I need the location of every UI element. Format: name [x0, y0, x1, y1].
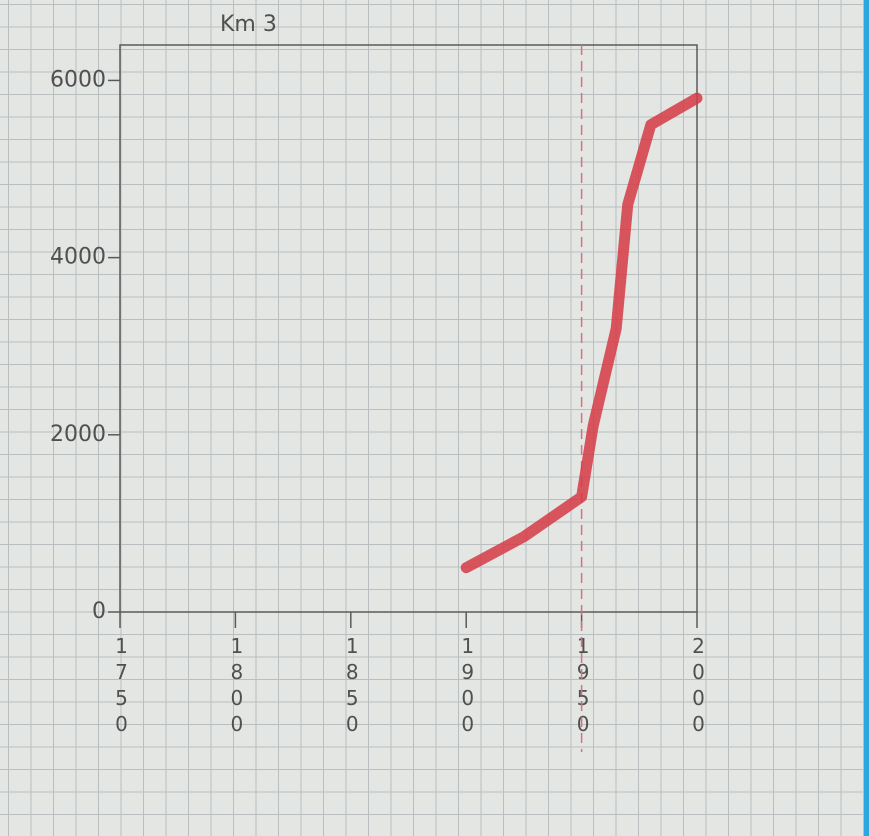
x-tick-label: 2000: [687, 634, 711, 738]
y-tick-label: 6000: [50, 67, 106, 92]
chart-title: Km 3: [220, 12, 277, 37]
plot-frame: [119, 44, 698, 613]
x-tick-label: 1950: [571, 634, 595, 738]
x-tick-label: 1750: [110, 634, 134, 738]
x-tick-label: 1850: [340, 634, 364, 738]
edge-strip: [864, 0, 869, 836]
x-tick-label: 1900: [456, 634, 480, 738]
y-tick-label: 0: [92, 599, 106, 624]
data-line: [460, 92, 703, 574]
y-tick-label: 2000: [50, 422, 106, 447]
x-tick-label: 1800: [225, 634, 249, 738]
y-tick-label: 4000: [50, 245, 106, 270]
